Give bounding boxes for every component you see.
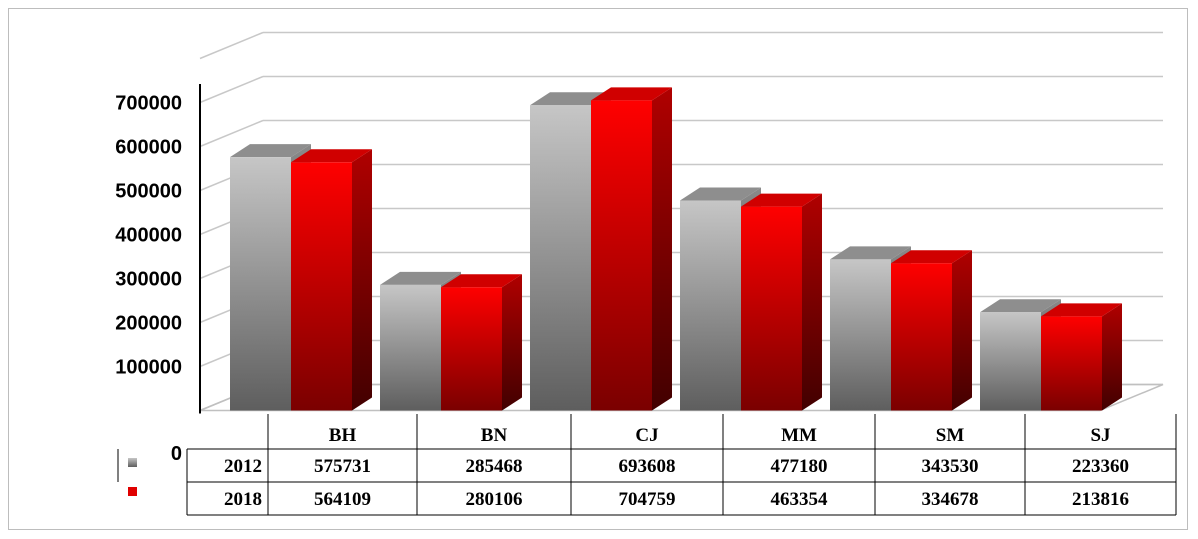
table-cell: 280106 <box>466 489 523 510</box>
y-tick-label: 300000 <box>115 269 182 291</box>
bar <box>591 87 672 411</box>
bar-top <box>230 144 311 158</box>
table-cell: 704759 <box>619 489 676 510</box>
bar-side <box>502 274 522 411</box>
table-cell: 213816 <box>1072 489 1129 510</box>
bar-top <box>980 299 1061 313</box>
bar-top <box>741 193 822 207</box>
bar-front <box>980 312 1041 411</box>
bar-side <box>652 87 672 411</box>
table-cell: 463354 <box>771 489 829 510</box>
bar-top <box>891 250 972 264</box>
bar-front <box>680 200 741 411</box>
bar <box>441 274 522 411</box>
table-header-cell: BN <box>481 425 508 446</box>
y-tick-label: 500000 <box>115 181 182 203</box>
gridline-side <box>199 31 264 60</box>
y-tick-label: 400000 <box>115 225 182 247</box>
table-row-label: 2018 <box>224 489 262 510</box>
gridline-side <box>199 75 264 104</box>
legend-key-2012 <box>128 458 137 467</box>
bar-front <box>291 162 352 411</box>
table-row-label: 2012 <box>224 456 262 477</box>
table-cell: 564109 <box>314 489 371 510</box>
bar-front <box>1041 316 1102 411</box>
bar-top <box>830 246 911 260</box>
bar-top <box>1041 303 1122 317</box>
bar-front <box>380 284 441 411</box>
bar-front <box>530 105 591 411</box>
bar-top <box>591 87 672 101</box>
bar-front <box>741 206 802 411</box>
bar-front <box>591 100 652 411</box>
table-cell: 334678 <box>922 489 979 510</box>
table-cell: 575731 <box>314 456 371 477</box>
y-tick-label: 700000 <box>115 93 182 115</box>
bar-top <box>291 149 372 163</box>
bar-front <box>441 287 502 411</box>
bar-front <box>230 157 291 411</box>
table-header-cell: MM <box>781 425 817 446</box>
table-header-cell: SJ <box>1090 425 1110 446</box>
bar <box>741 193 822 411</box>
table-cell: 285468 <box>466 456 523 477</box>
table-cell: 223360 <box>1072 456 1129 477</box>
chart-frame <box>8 8 1188 530</box>
table-header-cell: CJ <box>635 425 658 446</box>
bar-top <box>380 271 461 285</box>
gridline-side <box>199 119 264 148</box>
table-cell: 343530 <box>922 456 979 477</box>
y-tick-label: 100000 <box>115 357 182 379</box>
bar-side <box>802 193 822 411</box>
y-tick-label: 600000 <box>115 137 182 159</box>
bars <box>230 87 1122 411</box>
bar-top <box>441 274 522 288</box>
bar <box>291 149 372 411</box>
legend-key-2018 <box>128 487 137 496</box>
y-tick-label: 0 <box>171 443 182 465</box>
data-table: BH BN CJ MM SM SJ 2012 575731 285468 693608 477180… <box>117 414 1177 516</box>
bar-side <box>352 149 372 411</box>
table-cell: 477180 <box>771 456 828 477</box>
bar-side <box>1102 303 1122 411</box>
y-tick-labels: 0 100000 200000 300000 400000 500000 600000 700… <box>115 93 182 466</box>
bar-top <box>530 92 611 106</box>
bar-front <box>830 259 891 411</box>
bar-front <box>891 263 952 411</box>
bar <box>891 250 972 411</box>
bar <box>1041 303 1122 411</box>
bar-side <box>952 250 972 411</box>
y-tick-label: 200000 <box>115 313 182 335</box>
table-header-cell: SM <box>936 425 965 446</box>
bar-top <box>680 187 761 201</box>
table-header-cell: BH <box>329 425 357 446</box>
table-cell: 693608 <box>619 456 676 477</box>
